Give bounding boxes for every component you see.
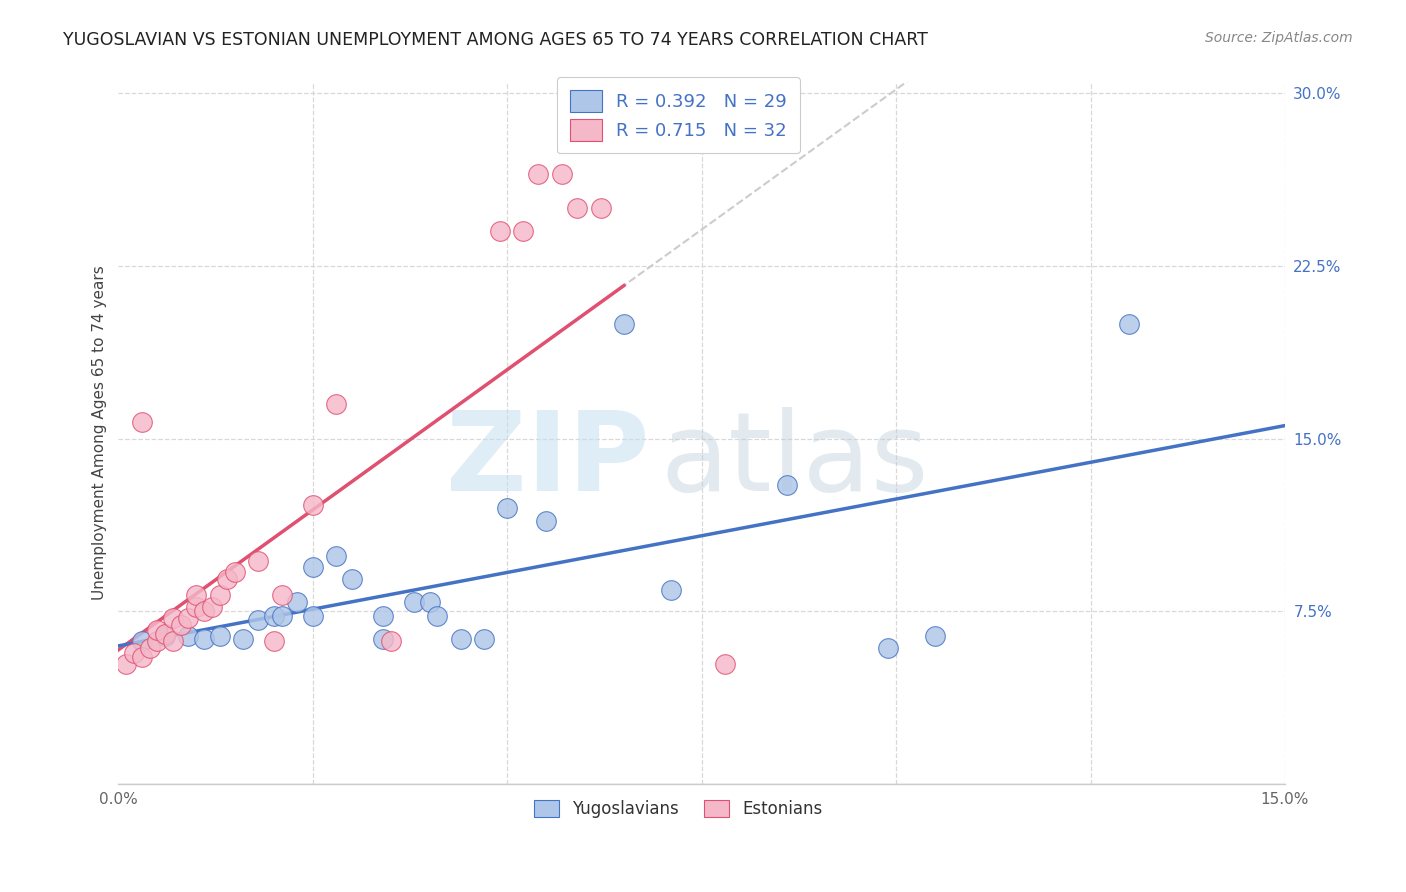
Point bbox=[162, 634, 184, 648]
Point bbox=[232, 632, 254, 646]
Text: YUGOSLAVIAN VS ESTONIAN UNEMPLOYMENT AMONG AGES 65 TO 74 YEARS CORRELATION CHART: YUGOSLAVIAN VS ESTONIAN UNEMPLOYMENT AMO… bbox=[63, 31, 928, 49]
Point bbox=[193, 632, 215, 646]
Point bbox=[177, 630, 200, 644]
Point bbox=[263, 608, 285, 623]
Point bbox=[325, 549, 347, 563]
Point bbox=[496, 500, 519, 515]
Point bbox=[193, 604, 215, 618]
Point bbox=[371, 608, 394, 623]
Point bbox=[488, 224, 510, 238]
Point bbox=[201, 599, 224, 614]
Point bbox=[263, 634, 285, 648]
Point bbox=[302, 498, 325, 512]
Point bbox=[418, 595, 440, 609]
Point bbox=[146, 623, 169, 637]
Point bbox=[138, 640, 160, 655]
Point bbox=[527, 167, 550, 181]
Point bbox=[924, 630, 946, 644]
Point bbox=[472, 632, 495, 646]
Y-axis label: Unemployment Among Ages 65 to 74 years: Unemployment Among Ages 65 to 74 years bbox=[93, 266, 107, 600]
Text: ZIP: ZIP bbox=[446, 408, 650, 515]
Point bbox=[208, 588, 231, 602]
Point bbox=[247, 613, 270, 627]
Point bbox=[270, 608, 292, 623]
Point bbox=[153, 630, 176, 644]
Point bbox=[131, 416, 153, 430]
Point bbox=[217, 572, 239, 586]
Text: atlas: atlas bbox=[661, 408, 929, 515]
Point bbox=[325, 397, 347, 411]
Point bbox=[131, 634, 153, 648]
Point bbox=[146, 634, 169, 648]
Point bbox=[714, 657, 737, 671]
Point bbox=[177, 611, 200, 625]
Point bbox=[426, 608, 449, 623]
Point bbox=[1118, 317, 1140, 331]
Point bbox=[153, 627, 176, 641]
Point bbox=[877, 640, 900, 655]
Point bbox=[371, 632, 394, 646]
Point bbox=[340, 572, 363, 586]
Point bbox=[302, 560, 325, 574]
Point bbox=[302, 608, 325, 623]
Point bbox=[186, 599, 208, 614]
Point bbox=[776, 477, 799, 491]
Point bbox=[659, 583, 682, 598]
Point bbox=[551, 167, 574, 181]
Point bbox=[122, 646, 145, 660]
Point bbox=[402, 595, 425, 609]
Legend: Yugoslavians, Estonians: Yugoslavians, Estonians bbox=[527, 793, 830, 824]
Point bbox=[162, 611, 184, 625]
Point bbox=[247, 553, 270, 567]
Point bbox=[450, 632, 472, 646]
Point bbox=[208, 630, 231, 644]
Point bbox=[186, 588, 208, 602]
Point bbox=[613, 317, 636, 331]
Point bbox=[380, 634, 402, 648]
Point bbox=[131, 650, 153, 665]
Point bbox=[270, 588, 292, 602]
Point bbox=[169, 618, 191, 632]
Point bbox=[115, 657, 138, 671]
Point bbox=[567, 202, 589, 216]
Point bbox=[512, 224, 534, 238]
Point bbox=[285, 595, 308, 609]
Text: Source: ZipAtlas.com: Source: ZipAtlas.com bbox=[1205, 31, 1353, 45]
Point bbox=[534, 515, 557, 529]
Point bbox=[589, 202, 612, 216]
Point bbox=[224, 565, 246, 579]
